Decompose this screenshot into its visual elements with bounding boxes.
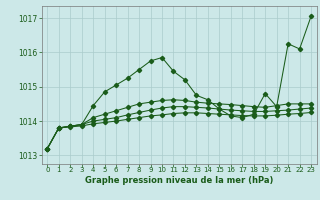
X-axis label: Graphe pression niveau de la mer (hPa): Graphe pression niveau de la mer (hPa) bbox=[85, 176, 273, 185]
